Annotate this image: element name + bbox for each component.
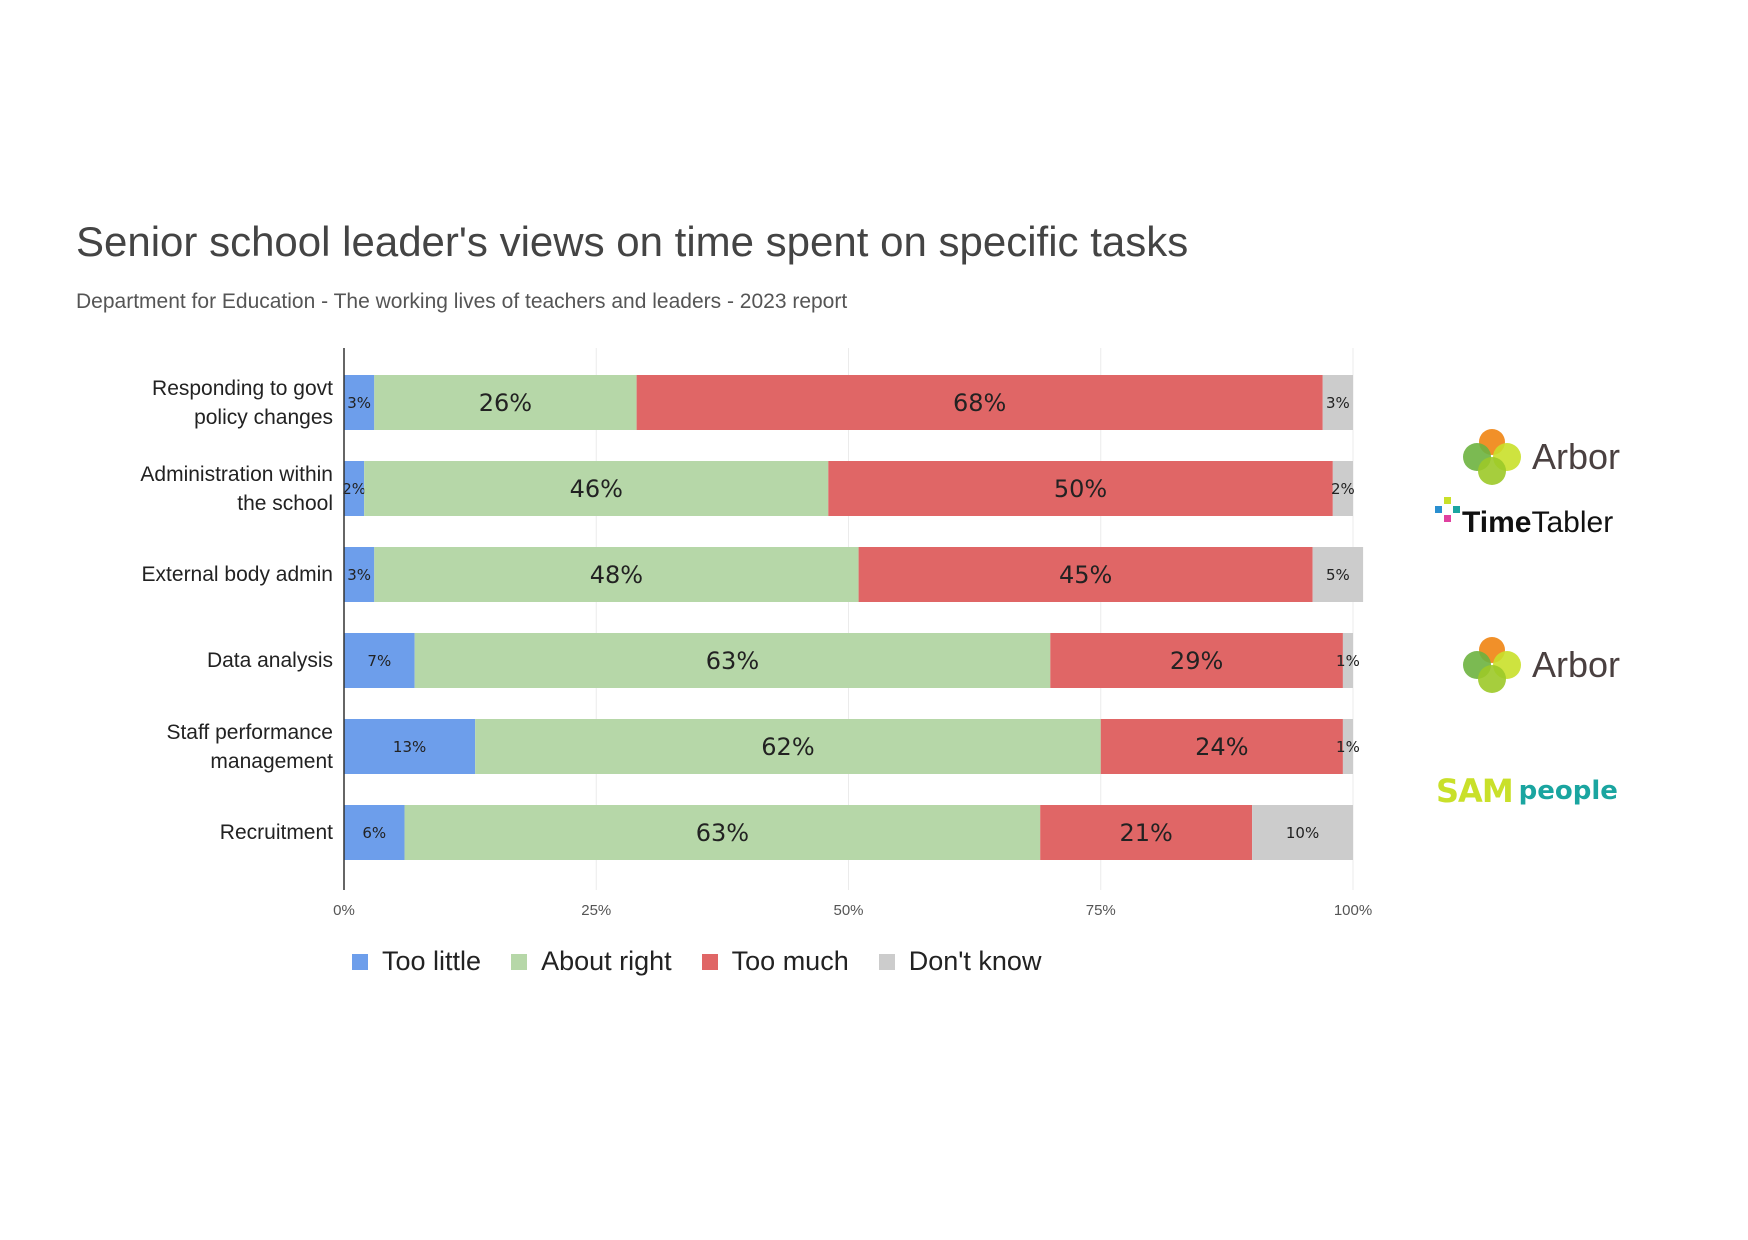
data-label: 63% [706, 647, 759, 675]
arbor-logo: Arbor [1462, 428, 1620, 486]
bar-segment-about-right [374, 375, 637, 430]
chart-subtitle: Department for Education - The working l… [76, 290, 848, 313]
legend-swatch [352, 953, 368, 970]
legend-label: Too little [382, 946, 482, 976]
data-label: 3% [1326, 394, 1350, 412]
bar-segment-too-little [344, 375, 375, 430]
bar-segment-too-much [1100, 719, 1343, 774]
bar-segment-too-much [636, 375, 1323, 430]
data-label: 3% [347, 566, 371, 584]
arbor-flower-icon [1463, 637, 1521, 693]
bar-segment-too-little [344, 805, 405, 860]
bar-segment-too-little [344, 547, 375, 602]
x-tick-label: 0% [333, 902, 355, 919]
timetabler-time-text: Time [1462, 506, 1532, 539]
bar-segment-too-little [344, 719, 476, 774]
sam-people-logo: SAM people [1436, 772, 1618, 810]
data-label: 68% [953, 389, 1006, 417]
data-label: 21% [1119, 819, 1172, 847]
bar-segment-don-t-know [1332, 461, 1353, 516]
legend-swatch [701, 953, 718, 970]
legend: Too little About right Too much Don't know [352, 946, 1071, 977]
bar-segment-don-t-know [1322, 375, 1353, 430]
data-label: 13% [393, 738, 426, 756]
category-label: Data analysis [206, 649, 333, 672]
timetabler-tabler-text: Tabler [1531, 506, 1614, 539]
timetabler-squares-icon [1435, 497, 1460, 522]
data-label: 45% [1059, 561, 1112, 589]
data-label: 62% [761, 733, 814, 761]
bar-segment-too-little [344, 633, 415, 688]
bar-segment-don-t-know [1312, 547, 1364, 602]
data-label: 50% [1054, 475, 1107, 503]
category-label: External body admin [141, 563, 333, 586]
data-label: 46% [570, 475, 623, 503]
legend-item: Too little [352, 946, 481, 977]
category-label: Administration within the school [140, 462, 333, 515]
bar-segment-too-much [828, 461, 1333, 516]
legend-swatch [878, 953, 895, 970]
legend-label: Too much [731, 946, 849, 976]
bar-segment-about-right [414, 633, 1051, 688]
chart-title: Senior school leader's views on time spe… [76, 218, 1189, 265]
arbor-text: Arbor [1532, 644, 1621, 685]
legend-item: Don't know [878, 946, 1042, 977]
bar-segment-about-right [404, 805, 1041, 860]
legend-item: About right [511, 946, 672, 977]
bar-segment-don-t-know [1252, 805, 1353, 860]
x-tick-label: 50% [833, 902, 863, 919]
legend-label: About right [541, 946, 672, 976]
arbor-text: Arbor [1532, 436, 1621, 477]
data-label: 1% [1336, 738, 1360, 756]
data-label: 2% [1331, 480, 1355, 498]
category-label: Responding to govt policy changes [152, 376, 333, 429]
legend-item: Too much [701, 946, 849, 977]
data-label: 1% [1336, 652, 1360, 670]
data-label: 6% [362, 824, 386, 842]
bar-segment-about-right [374, 547, 859, 602]
x-tick-label: 75% [1086, 902, 1116, 919]
bar-segment-too-much [1040, 805, 1253, 860]
data-label: 7% [367, 652, 391, 670]
category-label: Staff performance management [166, 720, 333, 773]
people-text: people [1518, 776, 1618, 806]
data-label: 48% [590, 561, 643, 589]
legend-swatch [511, 953, 528, 970]
bar-segment-too-much [858, 547, 1313, 602]
data-label: 63% [696, 819, 749, 847]
x-tick-label: 100% [1334, 902, 1372, 919]
data-label: 29% [1170, 647, 1223, 675]
legend-label: Don't know [908, 946, 1042, 976]
arbor-flower-icon [1463, 429, 1521, 485]
bar-segment-too-much [1050, 633, 1343, 688]
sam-text: SAM [1436, 772, 1514, 810]
data-label: 5% [1326, 566, 1350, 584]
bar-segment-don-t-know [1342, 719, 1353, 774]
bar-segment-about-right [364, 461, 829, 516]
bar-segment-too-little [344, 461, 365, 516]
data-label: 24% [1195, 733, 1248, 761]
bar-segment-about-right [475, 719, 1101, 774]
category-label: Recruitment [219, 821, 333, 844]
data-label: 2% [342, 480, 366, 498]
arbor-logo-2: Arbor [1462, 636, 1620, 694]
data-label: 26% [479, 389, 532, 417]
data-label: 3% [347, 394, 371, 412]
data-label: 10% [1286, 824, 1319, 842]
timetabler-logo: TimeTabler [1432, 484, 1613, 540]
x-tick-label: 25% [581, 902, 611, 919]
bar-segment-don-t-know [1342, 633, 1353, 688]
